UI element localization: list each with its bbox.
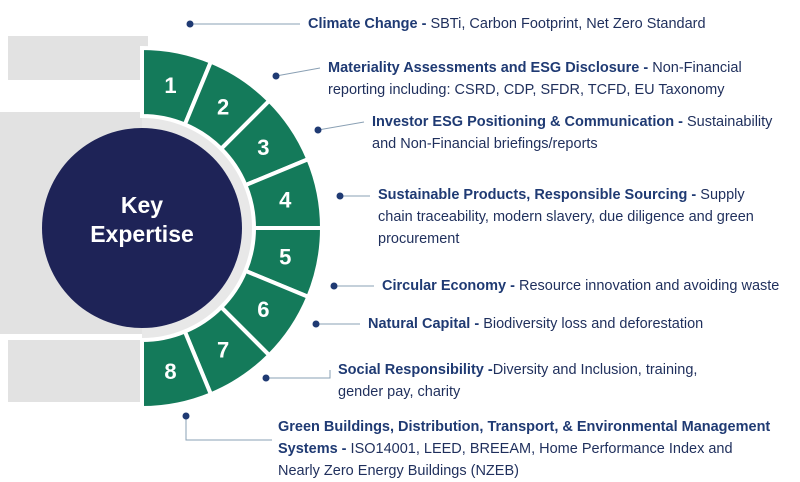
segment-number-3: 3 — [257, 135, 269, 160]
expertise-item-3: Investor ESG Positioning & Communication… — [372, 111, 792, 155]
expertise-desc-8: ISO14001, LEED, BREEAM, Home Performance… — [278, 441, 733, 479]
leader-dot-2 — [272, 72, 280, 80]
expertise-item-5: Circular Economy - Resource innovation a… — [382, 275, 792, 297]
leader-dot-1 — [186, 20, 194, 28]
leader-line-3 — [317, 121, 365, 131]
expertise-title-6: Natural Capital - — [368, 316, 480, 332]
leader-dot-7 — [262, 374, 270, 382]
leader-dot-6 — [312, 320, 320, 328]
expertise-desc-3: Sustainability and Non-Financial briefin… — [372, 114, 773, 152]
segment-number-5: 5 — [279, 244, 291, 269]
leader-dot-8 — [182, 412, 190, 420]
leader-dot-4 — [336, 192, 344, 200]
expertise-desc-5: Resource innovation and avoiding waste — [514, 278, 780, 294]
expertise-title-2: Materiality Assessments and ESG Disclosu… — [328, 60, 649, 76]
segment-number-4: 4 — [279, 188, 292, 213]
segment-number-7: 7 — [217, 337, 229, 362]
center-circle — [42, 128, 242, 328]
segment-group: 1 2 3 4 5 6 7 8 — [140, 45, 325, 411]
leader-group — [182, 20, 374, 441]
expertise-title-7: Social Responsibility - — [338, 362, 493, 378]
expertise-desc-1: SBTi, Carbon Footprint, Net Zero Standar… — [426, 16, 706, 32]
leader-line-7 — [266, 370, 331, 379]
expertise-desc-4: Supply chain traceability, modern slaver… — [378, 187, 754, 247]
segment-number-6: 6 — [257, 297, 269, 322]
expertise-item-8: Green Buildings, Distribution, Transport… — [278, 416, 778, 482]
expertise-title-3: Investor ESG Positioning & Communication… — [372, 114, 683, 130]
expertise-title-5: Circular Economy - — [382, 278, 515, 294]
expertise-title-8: Green Buildings, Distribution, Transport… — [278, 419, 771, 457]
expertise-item-1: Climate Change - SBTi, Carbon Footprint,… — [308, 13, 778, 35]
inner-gray-ring — [142, 116, 254, 340]
leader-line-2 — [275, 67, 321, 77]
leader-dot-5 — [330, 282, 338, 290]
center-label-line2: Expertise — [90, 221, 194, 247]
expertise-title-1: Climate Change - — [308, 16, 427, 32]
segment-number-2: 2 — [217, 95, 229, 120]
gray-band-top — [8, 36, 148, 80]
segment-8 — [140, 328, 214, 411]
center-label-line1: Key — [121, 192, 163, 218]
expertise-item-2: Materiality Assessments and ESG Disclosu… — [328, 57, 778, 101]
expertise-item-7: Social Responsibility -Diversity and Inc… — [338, 359, 738, 403]
expertise-desc-6: Biodiversity loss and deforestation — [479, 316, 704, 332]
gray-band-bottom — [8, 340, 148, 402]
segment-number-8: 8 — [164, 359, 176, 384]
expertise-item-6: Natural Capital - Biodiversity loss and … — [368, 313, 778, 335]
leader-line-8 — [185, 416, 272, 441]
expertise-title-4: Sustainable Products, Responsible Sourci… — [378, 187, 697, 203]
expertise-desc-2: Non-Financial reporting including: CSRD,… — [328, 60, 742, 98]
segment-number-1: 1 — [164, 73, 176, 98]
leader-dot-3 — [314, 126, 322, 134]
expertise-item-4: Sustainable Products, Responsible Sourci… — [378, 184, 778, 250]
expertise-desc-7: Diversity and Inclusion, training, gende… — [338, 362, 698, 400]
